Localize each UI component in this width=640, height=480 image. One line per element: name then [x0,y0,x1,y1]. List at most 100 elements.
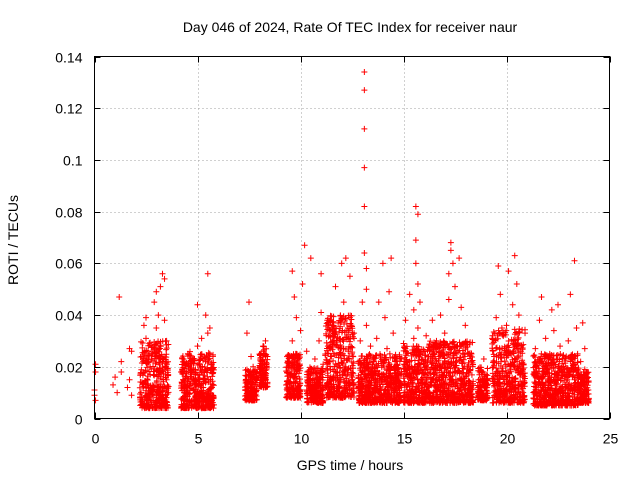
data-point [207,404,214,411]
chart-title: Day 046 of 2024, Rate Of TEC Index for r… [183,19,518,35]
data-point [284,369,291,376]
data-point [327,374,334,381]
data-point [183,370,190,377]
x-tick-label: 0 [92,431,100,447]
data-point [327,345,334,352]
data-point [153,383,160,390]
grid-lines [94,56,610,419]
data-point [147,395,154,402]
data-point [163,387,170,394]
data-point [242,367,249,374]
data-point [210,359,217,366]
data-point [263,366,270,373]
data-point [330,357,337,364]
data-point [292,379,299,386]
data-point [324,367,331,374]
data-point [338,355,345,362]
data-point [314,367,321,374]
data-point [181,385,188,392]
data-point [142,392,149,399]
data-point [324,359,331,366]
data-point [146,394,153,401]
data-point [186,348,193,355]
data-point [322,330,329,337]
data-point [297,386,304,393]
data-point [182,403,189,410]
data-point [248,393,255,400]
data-point [323,347,330,354]
data-point [145,348,152,355]
data-point [139,372,146,379]
data-point [152,400,159,407]
y-axis-label: ROTI / TECUs [5,195,21,285]
data-point [313,390,320,397]
data-point [345,393,352,400]
data-point [198,392,205,399]
data-point [144,376,151,383]
data-point [324,389,331,396]
data-point [264,383,271,390]
data-point [152,349,159,356]
data-point [188,399,195,406]
data-point [144,359,151,366]
data-point [186,404,193,411]
data-point [315,399,322,406]
y-tick-label: 0.06 [55,256,82,272]
data-point [205,356,212,363]
data-point [330,341,337,348]
data-point [286,362,293,369]
data-point [324,381,331,388]
data-point [165,372,172,379]
data-point [139,339,146,346]
data-point [337,312,344,319]
data-point [257,383,264,390]
data-point [187,382,194,389]
data-point [146,340,153,347]
data-point [291,394,298,401]
data-point [187,373,194,380]
data-point [337,343,344,350]
data-point [140,358,147,365]
data-point [252,397,259,404]
data-point [310,396,317,403]
data-point [323,394,330,401]
y-tick-label: 0 [75,412,83,428]
x-tick-label: 15 [397,431,413,447]
data-point [329,328,336,335]
data-points [91,69,592,412]
data-point [155,396,162,403]
data-point [328,344,335,351]
data-point [310,385,317,392]
data-point [329,394,336,401]
data-point [348,358,355,365]
x-tick-label: 20 [500,431,516,447]
data-point [259,357,266,364]
data-point [326,386,333,393]
data-point [140,369,147,376]
data-point [158,404,165,411]
data-point [330,333,337,340]
data-point [323,359,330,366]
data-point [251,374,258,381]
data-point [165,341,172,348]
data-point [195,357,202,364]
data-point [341,378,348,385]
data-point [284,385,291,392]
y-tick-label: 0.08 [55,205,82,221]
data-point [190,359,197,366]
data-point [333,342,340,349]
data-point [190,403,197,410]
data-point [260,343,267,350]
y-tick-label: 0.04 [55,308,82,324]
data-point [340,394,347,401]
data-point [151,338,158,345]
data-point [328,313,335,320]
data-point [164,382,171,389]
data-point [331,352,338,359]
data-point [156,353,163,360]
data-point [145,358,152,365]
data-point [341,329,348,336]
data-point [335,378,342,385]
data-point [348,372,355,379]
data-point [152,341,159,348]
